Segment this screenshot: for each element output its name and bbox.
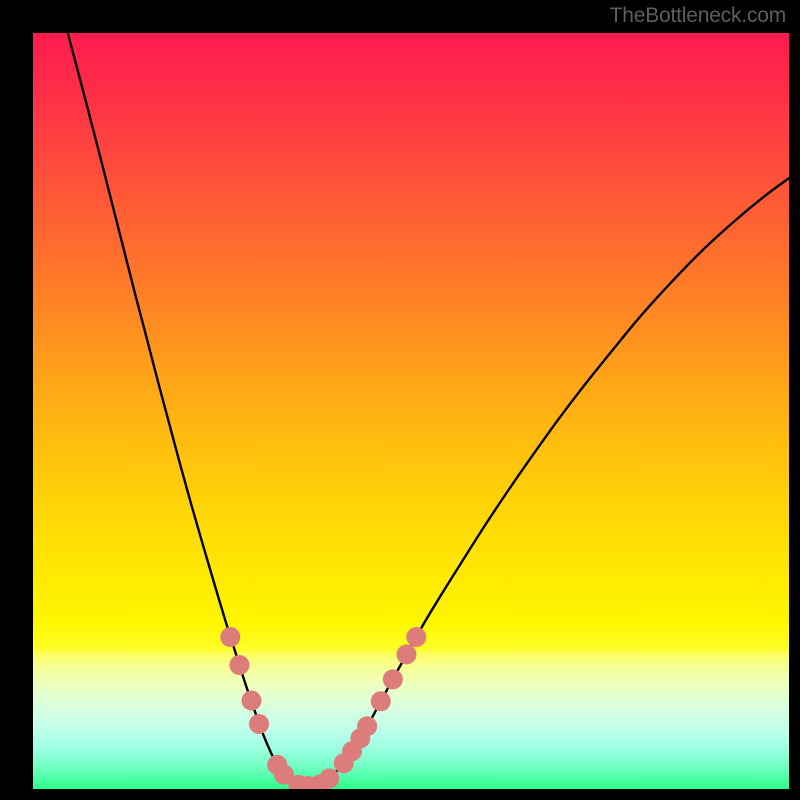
- chart-svg: [0, 0, 800, 800]
- marker-dot: [319, 768, 339, 788]
- marker-dot: [229, 655, 249, 675]
- marker-dot: [249, 714, 269, 734]
- marker-dot: [371, 691, 391, 711]
- marker-dot: [406, 627, 426, 647]
- marker-dot: [220, 627, 240, 647]
- marker-dot: [396, 644, 416, 664]
- curve-line: [68, 33, 789, 786]
- marker-dot: [383, 669, 403, 689]
- marker-dot: [357, 716, 377, 736]
- marker-dot: [241, 691, 261, 711]
